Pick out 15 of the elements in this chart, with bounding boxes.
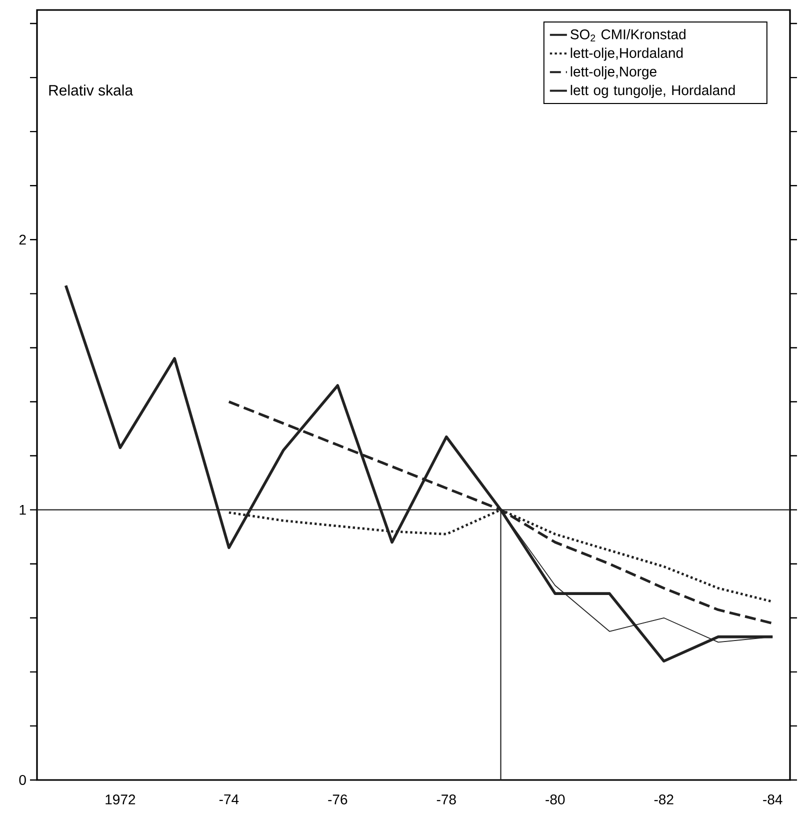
legend-label: lett og tungolje, Hordaland <box>571 84 735 98</box>
legend-label: lett-olje,Norge <box>571 66 657 80</box>
x-tick-label: -80 <box>546 794 565 804</box>
legend-label: SO$_{2}$ CMI/Kronstad <box>570 29 686 42</box>
y-tick-label: 2 <box>20 234 26 245</box>
y-tick-label: 0 <box>19 775 26 785</box>
x-tick-label: -76 <box>328 794 348 804</box>
x-tick-label: -78 <box>437 794 456 804</box>
y-tick-label: 1 <box>20 505 26 515</box>
legend-label: lett-olje,Hordaland <box>571 48 683 61</box>
x-tick-label: -84 <box>763 794 783 804</box>
x-tick-label: -82 <box>654 794 674 804</box>
y-axis-title: Relativ skala <box>49 84 134 96</box>
x-tick-label: -74 <box>220 794 239 804</box>
x-tick-label: 1972 <box>106 794 136 804</box>
